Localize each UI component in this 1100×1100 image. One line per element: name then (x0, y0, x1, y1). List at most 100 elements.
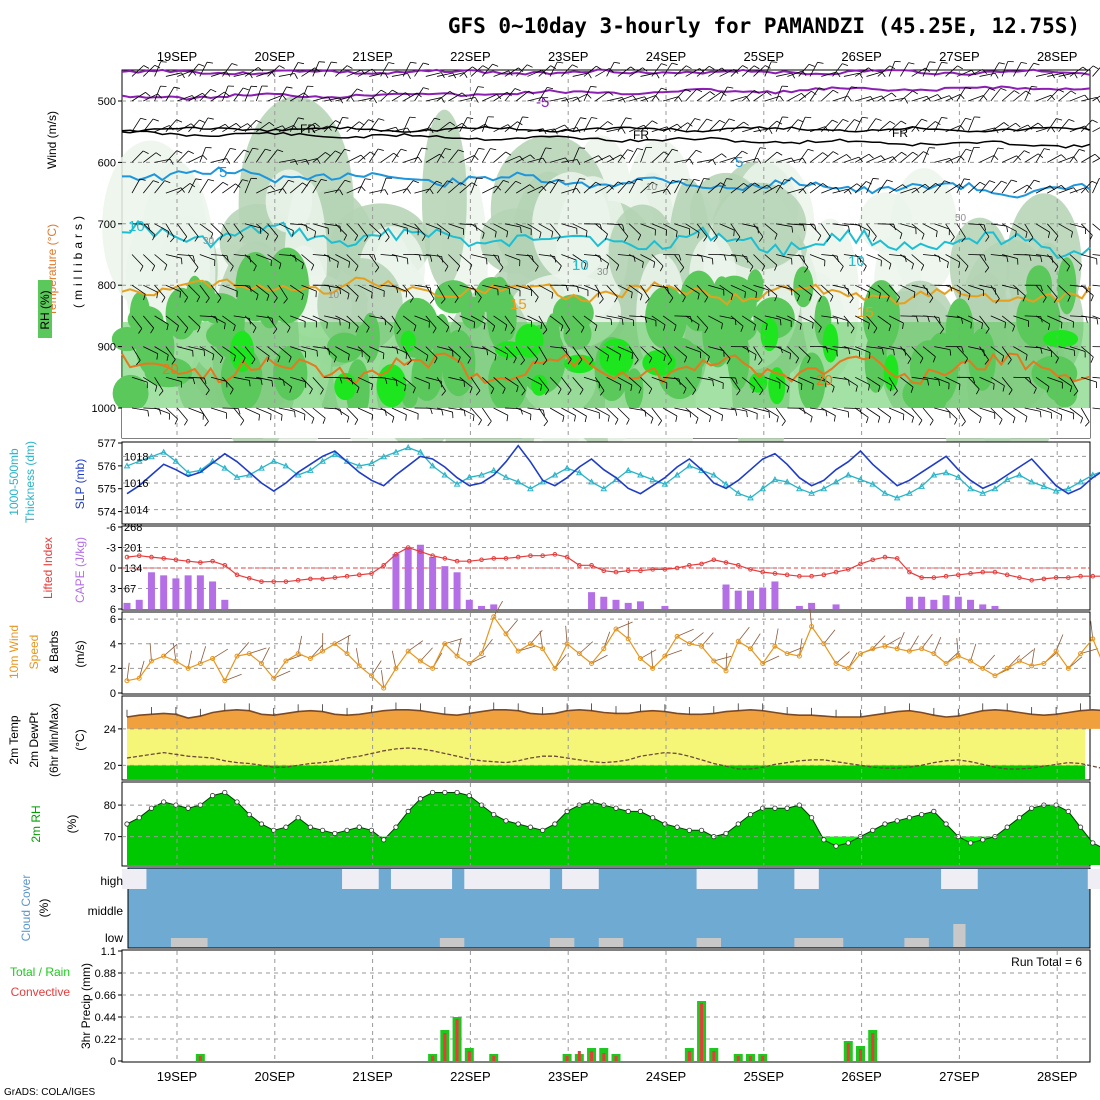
wind-barb-feather (405, 352, 408, 359)
rh-point (772, 805, 778, 811)
wind-barb (595, 315, 612, 320)
wind-barb (719, 68, 735, 77)
wind-barb-feather (377, 148, 384, 151)
wind-barb (674, 377, 687, 389)
wind10-point (564, 641, 570, 647)
wind-barb-feather (1022, 295, 1026, 302)
wind10-barb (956, 638, 959, 657)
wind-barb (922, 147, 930, 163)
thickness-point (722, 480, 730, 487)
wind-barb-feather (367, 357, 371, 363)
wind-barb-feather (583, 263, 587, 270)
rh-below-ground (122, 408, 1090, 438)
wind-barb-feather (907, 358, 912, 365)
contour-label-20-2: 20 (816, 372, 833, 389)
li-point (503, 556, 509, 561)
wind-barb (742, 346, 757, 355)
wind-barb-feather (434, 357, 438, 364)
wind-barb (583, 117, 592, 132)
wind-barb-feather (258, 414, 260, 421)
rh-point (1077, 824, 1084, 830)
wind-barb (855, 346, 871, 354)
wind-barb-feather (679, 267, 685, 273)
wind-barb-feather (530, 414, 532, 421)
wind-barb-feather (335, 150, 341, 154)
wind-barb (820, 223, 831, 238)
wind-barb-feather (549, 181, 556, 185)
rh-point (747, 811, 754, 818)
wind-barb-feather (753, 90, 760, 94)
wind-barb (369, 89, 382, 102)
wind-barb (278, 159, 295, 163)
wind-barb (527, 223, 542, 233)
wind-barb (572, 223, 588, 232)
rh-point (258, 821, 265, 827)
wind-barb-feather (579, 178, 586, 180)
cloud-panel: high middle low Cloud Cover (%) (19, 867, 1100, 949)
wind-barb (267, 376, 284, 381)
wind-barb (866, 284, 881, 294)
wind-barb-feather (704, 296, 708, 303)
wind-barb (188, 223, 199, 237)
wind-barb-feather (458, 149, 465, 153)
rh-point (417, 796, 423, 802)
wind-barb (380, 407, 395, 418)
wind10-barb (554, 654, 567, 669)
rh-point (686, 827, 692, 833)
wind-barb (323, 61, 332, 77)
wind-barb (346, 121, 360, 133)
wind-barb-feather (672, 179, 679, 183)
li-point (552, 552, 558, 557)
cloud-bars (122, 869, 1100, 947)
rh-point (674, 824, 680, 830)
wind-barb-feather (631, 352, 633, 360)
wind-barb-feather (653, 261, 656, 268)
wind-barb-feather (248, 72, 253, 79)
wind-barb-feather (355, 265, 359, 272)
thickness-point (1016, 471, 1023, 478)
wind-barb (1047, 154, 1062, 163)
wind10-barb (603, 631, 611, 649)
wind-barb (380, 177, 387, 194)
wind-barb-feather (576, 188, 581, 194)
wind-barb-feather (1056, 118, 1063, 121)
wind-barb (753, 184, 768, 194)
wind-barb-feather (526, 64, 533, 68)
wind10-point (381, 685, 387, 691)
wind-barb (572, 147, 580, 163)
wind-barb-feather (621, 128, 626, 134)
wind-barb (775, 315, 792, 322)
wind-barb-feather (644, 316, 648, 323)
wind-barb-feather (663, 354, 666, 361)
wind-barb (877, 315, 892, 326)
wind-barb (301, 158, 318, 163)
wind-barb-feather (929, 61, 936, 63)
rh-point (344, 827, 350, 833)
wind-barb (775, 376, 790, 388)
wind-barb-feather (735, 255, 738, 262)
wind-barb-feather (373, 97, 377, 104)
wind-barb-feather (924, 183, 930, 189)
wind-barb (855, 223, 870, 232)
wind-barb (651, 188, 668, 194)
wind-barb (979, 315, 990, 329)
rh-label-10-1: 10 (646, 182, 658, 193)
wind-barb-feather (802, 158, 807, 164)
wind-barb (640, 407, 654, 419)
wind-barb-feather (1051, 126, 1056, 133)
wind-barb (877, 156, 893, 163)
thickness-point (942, 469, 950, 476)
wind-barb (482, 346, 497, 355)
wind-barb (188, 154, 204, 163)
wind-barb-feather (958, 384, 961, 391)
y-tick-label: -6 (106, 522, 116, 534)
wind-barb-feather (926, 288, 929, 295)
wind-barb (470, 178, 478, 194)
wind-barb-feather (521, 390, 526, 396)
rh-point (283, 824, 289, 830)
rh-blob-green (488, 351, 528, 413)
wind-barb-feather (567, 389, 572, 396)
wind-barb-feather (404, 385, 407, 392)
thickness-point (710, 471, 718, 478)
wind10-barb (737, 626, 750, 642)
